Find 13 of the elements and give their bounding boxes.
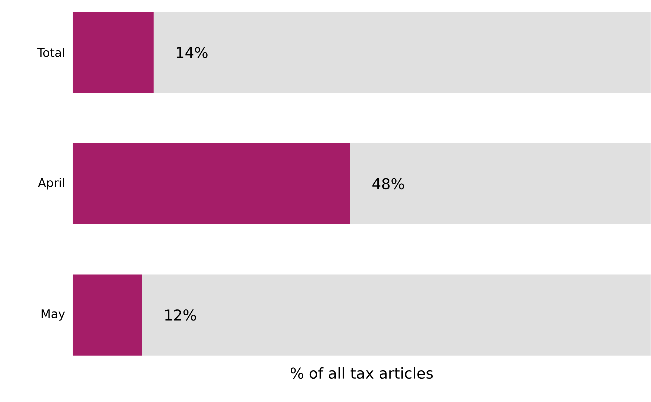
y-tick-label: May	[42, 310, 66, 321]
y-tick-label: Total	[38, 48, 64, 58]
x-axis-title: % of all tax articles	[290, 368, 433, 380]
bar	[72, 12, 154, 94]
data-label: 48%	[372, 178, 404, 190]
bar	[72, 274, 142, 356]
data-label: 14%	[177, 47, 208, 58]
bar	[142, 274, 651, 356]
bar	[72, 143, 350, 225]
bar	[154, 12, 651, 94]
y-tick-label: April	[38, 178, 64, 190]
data-label: 12%	[165, 310, 196, 321]
bar	[350, 143, 651, 225]
